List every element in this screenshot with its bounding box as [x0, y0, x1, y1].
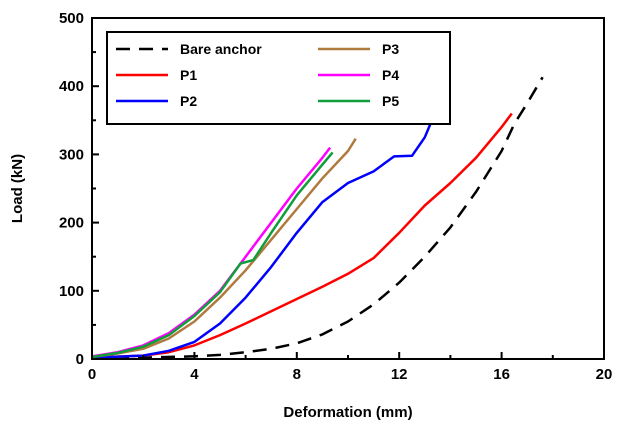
y-tick-label: 500 — [59, 10, 84, 27]
series-line-p1 — [91, 112, 513, 359]
legend-label: P2 — [180, 93, 197, 109]
series-line-p5 — [91, 151, 334, 359]
legend-label: Bare anchor — [180, 41, 262, 57]
x-tick-label: 8 — [293, 366, 301, 383]
y-tick-label: 200 — [59, 215, 84, 232]
series-line-p3 — [91, 138, 357, 359]
legend: Bare anchor P1 P2 P3 P4 P5 — [106, 31, 451, 125]
x-tick-label: 0 — [88, 366, 96, 383]
legend-label: P5 — [382, 93, 399, 109]
y-tick-label: 400 — [59, 78, 84, 95]
x-tick-label: 12 — [391, 366, 408, 383]
x-axis-title: Deformation (mm) — [283, 404, 412, 421]
series-line-p2 — [91, 106, 439, 359]
legend-label: P4 — [382, 67, 399, 83]
legend-box — [106, 31, 451, 125]
x-tick-label: 4 — [190, 366, 199, 383]
y-tick-label: 0 — [76, 351, 84, 368]
y-tick-label: 100 — [59, 283, 84, 300]
x-tick-label: 16 — [493, 366, 510, 383]
series-line-p4 — [91, 146, 332, 358]
y-axis-title: Load (kN) — [9, 154, 26, 223]
x-tick-label: 20 — [596, 366, 613, 383]
legend-label: P1 — [180, 67, 197, 83]
y-tick-label: 300 — [59, 146, 84, 163]
series-line-bare-anchor — [91, 76, 544, 360]
series-layer — [91, 76, 544, 360]
legend-label: P3 — [382, 41, 399, 57]
